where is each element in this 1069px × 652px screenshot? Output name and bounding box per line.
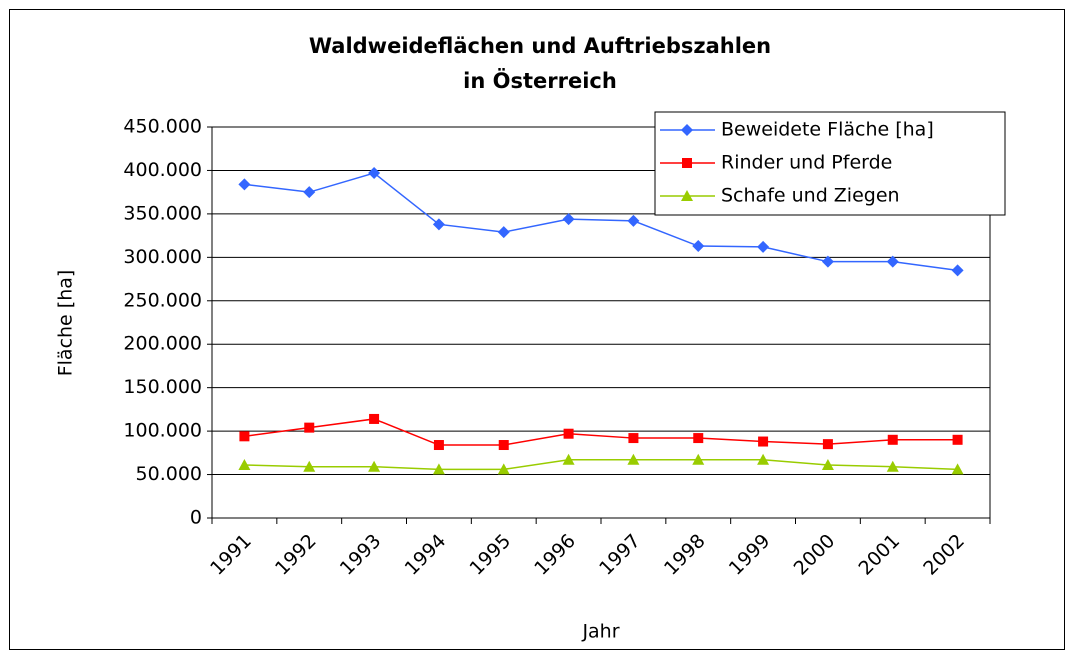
marker [497, 226, 510, 239]
y-tick-label: 250.000 [123, 289, 202, 311]
marker [692, 240, 705, 253]
marker [821, 458, 834, 470]
y-tick-label: 350.000 [123, 202, 202, 224]
marker [692, 453, 705, 465]
legend-label: Beweidete Fläche [ha] [721, 119, 934, 141]
marker [758, 436, 769, 447]
chart-title: Waldweideflächen und Auftriebszahlen [309, 34, 771, 58]
marker [693, 433, 704, 444]
marker [238, 178, 251, 191]
y-tick-label: 150.000 [123, 376, 202, 398]
marker [821, 255, 834, 268]
legend-label: Rinder und Pferde [721, 152, 892, 174]
y-tick-label: 100.000 [123, 420, 202, 442]
y-tick-label: 0 [190, 507, 202, 529]
marker [239, 431, 250, 442]
series [239, 413, 963, 451]
marker [757, 453, 770, 465]
legend-marker [681, 190, 693, 201]
marker [562, 453, 575, 465]
marker [822, 439, 833, 450]
y-tick-label: 450.000 [123, 116, 202, 138]
marker [432, 463, 445, 475]
marker [628, 433, 639, 444]
marker [433, 440, 444, 451]
marker [627, 214, 640, 227]
marker [304, 422, 315, 433]
marker [627, 453, 640, 465]
series [238, 453, 964, 475]
marker [368, 460, 381, 472]
marker [562, 213, 575, 226]
y-tick-label: 200.000 [123, 333, 202, 355]
marker [886, 460, 899, 472]
legend-marker [681, 124, 693, 136]
legend-marker [682, 158, 692, 168]
chart-title: in Österreich [463, 68, 617, 93]
marker [238, 458, 251, 470]
marker [303, 460, 316, 472]
marker [432, 218, 445, 231]
x-axis-label: Jahr [581, 621, 619, 643]
marker [369, 413, 380, 424]
marker [757, 240, 770, 253]
legend-label: Schafe und Ziegen [721, 185, 900, 207]
marker [498, 440, 509, 451]
marker [886, 255, 899, 268]
marker [497, 463, 510, 475]
series [238, 167, 964, 277]
series-line [244, 172, 958, 272]
marker [303, 186, 316, 199]
y-tick-label: 300.000 [123, 246, 202, 268]
marker [563, 428, 574, 439]
series-line [244, 459, 958, 471]
marker [951, 264, 964, 277]
y-axis-label: Fläche [ha] [55, 270, 77, 377]
series-line [244, 418, 958, 446]
marker [368, 167, 381, 180]
marker [951, 463, 964, 475]
y-tick-label: 50.000 [136, 463, 202, 485]
y-tick-label: 400.000 [123, 159, 202, 181]
marker [887, 434, 898, 445]
marker [952, 434, 963, 445]
chart-frame [9, 9, 1065, 650]
